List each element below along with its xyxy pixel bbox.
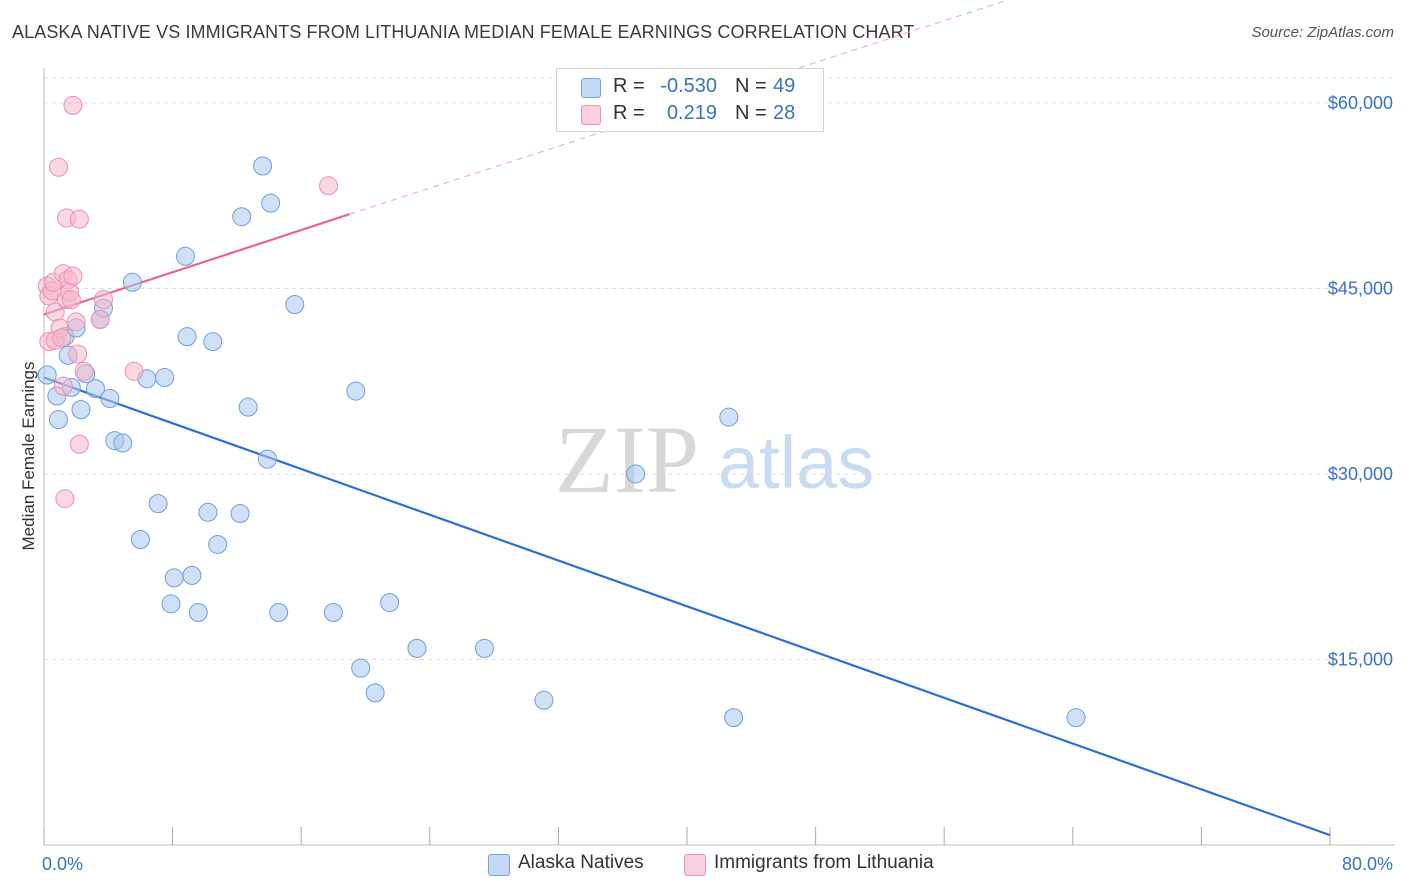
legend-label: Alaska Natives — [518, 852, 644, 873]
point-alaska-natives — [365, 683, 385, 703]
legend-swatch-pink — [581, 105, 601, 125]
point-alaska-natives — [285, 295, 305, 315]
legend-n-label: N = — [735, 102, 767, 124]
legend-n-value: 49 — [773, 75, 796, 97]
point-alaska-natives — [407, 638, 427, 658]
point-lithuania — [69, 434, 89, 454]
watermark-atlas: atlas — [718, 421, 874, 504]
point-lithuania — [63, 266, 83, 286]
point-alaska-natives — [346, 381, 366, 401]
point-alaska-natives — [232, 207, 252, 227]
legend-swatch-pink — [684, 854, 706, 876]
legend-swatch-blue — [488, 854, 510, 876]
point-lithuania — [69, 209, 89, 229]
point-alaska-natives — [203, 332, 223, 352]
point-alaska-natives — [148, 494, 168, 514]
trendline-alaska-natives — [43, 376, 1331, 837]
point-lithuania — [124, 361, 144, 381]
point-alaska-natives — [155, 367, 175, 387]
legend-row-alaska-natives: R = -0.530 N = 49 — [557, 75, 823, 101]
point-alaska-natives — [122, 272, 142, 292]
point-lithuania — [66, 312, 86, 332]
point-alaska-natives — [261, 193, 281, 213]
point-alaska-natives — [85, 379, 105, 399]
point-alaska-natives — [164, 568, 184, 588]
y-axis-label: Median Female Earnings — [19, 362, 38, 551]
point-alaska-natives — [198, 502, 218, 522]
legend-n-label: N = — [735, 75, 767, 97]
legend-n-value: 28 — [773, 102, 796, 124]
point-lithuania — [48, 157, 68, 177]
legend-r-value: 0.219 — [666, 102, 717, 124]
point-alaska-natives — [380, 593, 400, 613]
y-tick-label: $45,000 — [1328, 278, 1393, 298]
point-alaska-natives — [48, 410, 68, 430]
point-alaska-natives — [100, 389, 120, 409]
point-alaska-natives — [71, 400, 91, 420]
point-alaska-natives — [534, 690, 554, 710]
x-tick-label-max: 80.0% — [1342, 854, 1393, 874]
point-lithuania — [61, 290, 81, 310]
point-lithuania — [63, 95, 83, 115]
point-alaska-natives — [323, 602, 343, 622]
point-lithuania — [68, 344, 88, 364]
point-alaska-natives — [188, 602, 208, 622]
point-alaska-natives — [175, 246, 195, 266]
correlation-legend: R = -0.530 N = 49 R = 0.219 N = 28 — [556, 68, 824, 132]
point-alaska-natives — [257, 449, 277, 469]
point-alaska-natives — [37, 365, 57, 385]
point-lithuania — [319, 176, 339, 196]
watermark-zip: ZIP — [555, 406, 699, 513]
x-tick-label-min: 0.0% — [42, 854, 83, 874]
y-tick-label: $60,000 — [1328, 93, 1393, 113]
point-lithuania — [93, 290, 113, 310]
point-lithuania — [53, 376, 73, 396]
legend-r-value: -0.530 — [660, 75, 717, 97]
point-alaska-natives — [238, 397, 258, 417]
point-alaska-natives — [113, 433, 133, 453]
point-lithuania — [74, 361, 94, 381]
legend-r-label: R = — [613, 75, 645, 97]
trendline-lithuania-extension — [349, 0, 1010, 215]
y-tick-label: $15,000 — [1328, 649, 1393, 669]
point-lithuania — [52, 328, 72, 348]
axis-labels: Median Female Earnings $15,000 $30,000 $45… — [19, 93, 1393, 874]
point-alaska-natives — [161, 594, 181, 614]
point-alaska-natives — [1066, 708, 1086, 728]
point-alaska-natives — [253, 156, 273, 176]
data-points — [37, 95, 1086, 728]
point-alaska-natives — [719, 407, 739, 427]
point-alaska-natives — [182, 565, 202, 585]
point-alaska-natives — [130, 530, 150, 550]
legend-row-lithuania: R = 0.219 N = 28 — [557, 102, 823, 128]
point-alaska-natives — [626, 464, 646, 484]
chart-title: ALASKA NATIVE VS IMMIGRANTS FROM LITHUAN… — [12, 22, 915, 42]
point-alaska-natives — [724, 708, 744, 728]
point-alaska-natives — [177, 327, 197, 347]
legend-swatch-blue — [581, 78, 601, 98]
axes — [43, 68, 1395, 846]
source-credit: Source: ZipAtlas.com — [1251, 24, 1394, 41]
legend-label: Immigrants from Lithuania — [714, 852, 934, 873]
point-lithuania — [55, 489, 75, 509]
point-alaska-natives — [208, 534, 228, 554]
point-alaska-natives — [351, 658, 371, 678]
y-tick-label: $30,000 — [1328, 464, 1393, 484]
trendline-lithuania — [43, 213, 350, 316]
point-alaska-natives — [474, 638, 494, 658]
point-lithuania — [90, 309, 110, 329]
point-alaska-natives — [230, 504, 250, 524]
watermark: ZIP atlas — [555, 406, 874, 513]
point-alaska-natives — [269, 602, 289, 622]
grid-lines — [44, 77, 1395, 660]
legend-r-label: R = — [613, 102, 645, 124]
